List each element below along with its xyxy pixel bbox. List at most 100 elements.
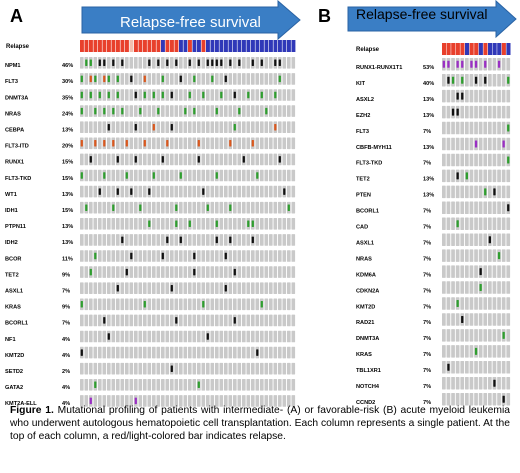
gene-row: PTPN11 13% [5, 218, 296, 230]
mutation-mark [157, 107, 160, 115]
a-relapse-cell [269, 40, 273, 52]
patient-cell [111, 346, 116, 359]
b-relapse-cell [474, 43, 479, 55]
gene-row: BCORL1 7% [5, 314, 296, 327]
patient-cell [291, 395, 296, 407]
patient-cell [228, 89, 233, 101]
caption-text: Mutational profiling of patients with in… [10, 405, 510, 443]
patient-cell [179, 266, 183, 278]
patient-cell [460, 201, 465, 215]
patient-cell [215, 153, 219, 166]
patient-cell [156, 330, 161, 343]
patient-cell [84, 314, 89, 327]
patient-cell [287, 73, 291, 85]
patient-cell [107, 346, 111, 359]
mutation-mark [233, 123, 236, 131]
patient-cell [215, 330, 219, 343]
patient-cell [206, 282, 210, 294]
patient-cell [125, 362, 129, 375]
gene-name: RUNX1 [5, 160, 24, 166]
gene-name: TET2 [5, 272, 19, 278]
patient-cell [80, 362, 84, 375]
patient-cell [197, 105, 201, 117]
patient-cell [260, 282, 264, 294]
patient-cell [446, 201, 451, 215]
mutation-mark [202, 301, 205, 308]
patient-cell [143, 218, 147, 230]
mutation-mark [215, 107, 218, 115]
patient-cell [455, 233, 460, 246]
patient-cell [125, 89, 129, 101]
patient-cell [165, 218, 170, 230]
mutation-mark [179, 236, 182, 244]
patient-cell [174, 73, 179, 85]
patient-cell [129, 298, 134, 311]
patient-cell [224, 201, 228, 214]
patient-cell [215, 266, 219, 278]
patient-cell [278, 185, 282, 198]
patient-cell [107, 395, 111, 407]
patient-cell [116, 201, 120, 214]
a-relapse-cell [165, 40, 170, 52]
mutation-mark [175, 317, 178, 324]
patient-cell [174, 234, 179, 246]
patient-cell [201, 346, 206, 359]
patient-cell [246, 250, 251, 262]
patient-cell [152, 282, 156, 294]
patient-cell [116, 266, 120, 278]
patient-cell [469, 169, 474, 183]
patient-cell [179, 89, 183, 101]
patient-cell [282, 379, 287, 391]
mutation-mark [461, 315, 464, 323]
gene-frequency: 7% [423, 400, 431, 406]
patient-cell [233, 137, 237, 150]
patient-cell [451, 185, 455, 199]
patient-cell [170, 201, 174, 214]
patient-cell [156, 153, 161, 166]
mutation-mark [224, 252, 227, 260]
patient-cell [246, 137, 251, 150]
gene-row: GATA2 4% [5, 379, 296, 391]
a-relapse-cell [201, 40, 206, 52]
a-relapse-cell [156, 40, 161, 52]
mutation-mark [484, 76, 487, 84]
patient-cell [455, 281, 460, 294]
patient-cell [255, 330, 260, 343]
patient-cell [116, 234, 120, 246]
patient-cell [161, 379, 165, 391]
patient-cell [102, 89, 107, 101]
gene-frequency: 7% [423, 384, 431, 390]
patient-cell [125, 298, 129, 311]
patient-cell [161, 121, 165, 133]
patient-cell [84, 266, 89, 278]
a-relapse-cell [152, 40, 156, 52]
mutation-mark [251, 236, 254, 244]
patient-cell [237, 379, 242, 391]
patient-cell [273, 234, 278, 246]
patient-cell [260, 250, 264, 262]
patient-cell [465, 121, 469, 135]
patient-cell [282, 282, 287, 294]
patient-cell [93, 362, 98, 375]
patient-cell [269, 282, 273, 294]
patient-cell [107, 105, 111, 117]
patient-cell [242, 201, 246, 214]
mutation-mark [125, 140, 128, 147]
patient-cell [80, 282, 84, 294]
patient-cell [84, 73, 89, 85]
patient-cell [260, 346, 264, 359]
patient-cell [291, 201, 296, 214]
gene-frequency: 7% [423, 209, 431, 215]
mutation-mark [507, 156, 510, 164]
patient-cell [84, 153, 89, 166]
patient-cell [501, 153, 506, 167]
patient-cell [242, 137, 246, 150]
patient-cell [120, 346, 125, 359]
patient-cell [501, 201, 506, 215]
patient-cell [506, 217, 511, 230]
gene-row: KRAS 9% [5, 298, 296, 311]
patient-cell [478, 73, 483, 87]
patient-cell [497, 329, 501, 342]
gene-frequency: 7% [423, 161, 431, 167]
patient-cell [197, 282, 201, 294]
